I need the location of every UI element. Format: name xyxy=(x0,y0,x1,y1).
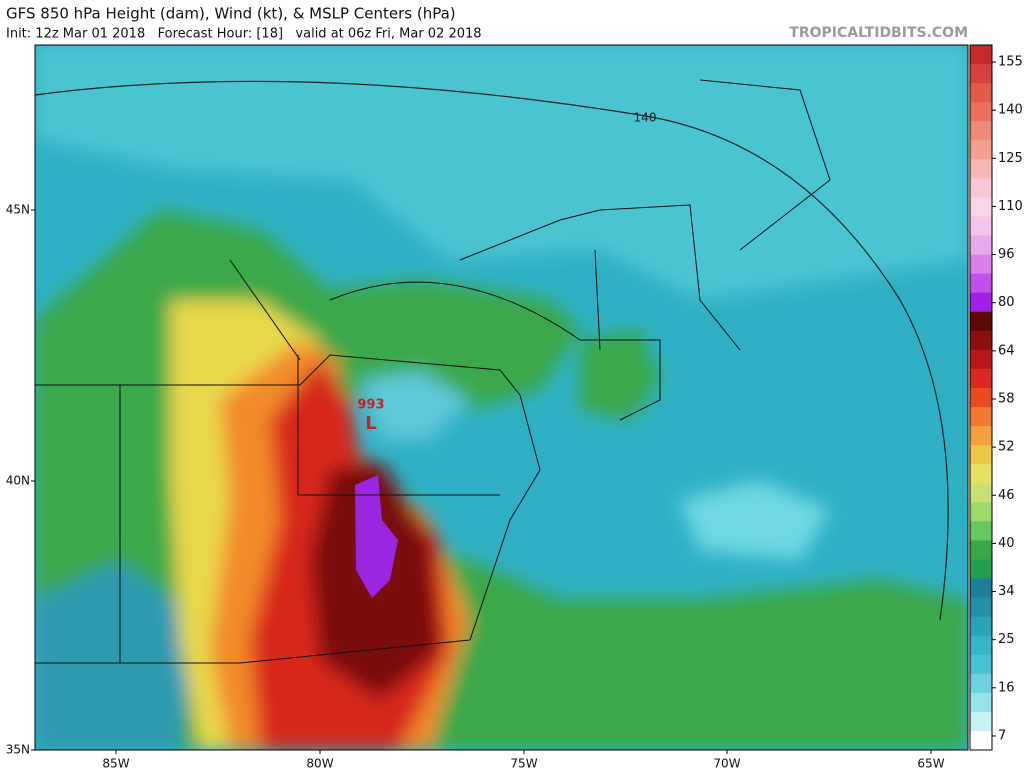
colorbar-band xyxy=(970,464,992,484)
colorbar-label: 64 xyxy=(998,343,1015,358)
colorbar-label: 40 xyxy=(998,536,1015,551)
colorbar-label: 34 xyxy=(998,584,1015,599)
lat-label: 40N xyxy=(6,474,30,488)
colorbar-band xyxy=(970,407,992,427)
colorbar-band xyxy=(970,445,992,465)
colorbar-band xyxy=(970,254,992,275)
colorbar-band xyxy=(970,292,992,313)
colorbar-label: 7 xyxy=(998,728,1006,743)
colorbar-label: 80 xyxy=(998,295,1015,310)
colorbar-band xyxy=(970,692,992,713)
colorbar-label: 110 xyxy=(998,199,1023,214)
colorbar-label: 52 xyxy=(998,440,1015,455)
colorbar-band xyxy=(970,273,992,294)
colorbar-band xyxy=(970,197,992,217)
colorbar: 155 140 125 110 96 80 64 58 52 46 40 34 25 16 7 xyxy=(969,44,1023,751)
lon-label: 75W xyxy=(510,757,537,771)
lat-label: 45N xyxy=(6,203,30,217)
watermark: TROPICALTIDBITS.COM xyxy=(789,25,968,41)
colorbar-band xyxy=(970,387,992,408)
colorbar-band xyxy=(970,730,992,751)
colorbar-band xyxy=(970,521,992,541)
colorbar-label: 25 xyxy=(998,632,1015,647)
colorbar-band xyxy=(970,83,992,103)
colorbar-band xyxy=(970,711,992,732)
lon-label: 65W xyxy=(917,757,944,771)
colorbar-band xyxy=(970,140,992,160)
colorbar-frame xyxy=(969,44,993,751)
colorbar-label: 46 xyxy=(998,488,1015,503)
colorbar-band xyxy=(970,349,992,370)
low-value: 993 xyxy=(357,398,384,413)
colorbar-band xyxy=(970,311,992,332)
map: 140 993 L xyxy=(35,45,968,750)
colorbar-band xyxy=(970,330,992,351)
colorbar-band xyxy=(970,654,992,675)
colorbar-label: 96 xyxy=(998,247,1015,262)
title: GFS 850 hPa Height (dam), Wind (kt), & M… xyxy=(6,5,456,23)
lat-label: 35N xyxy=(6,743,30,757)
colorbar-band xyxy=(970,368,992,389)
colorbar-band xyxy=(970,597,992,618)
colorbar-band xyxy=(970,235,992,256)
colorbar-band xyxy=(970,178,992,198)
colorbar-band xyxy=(970,45,992,65)
colorbar-band xyxy=(970,426,992,446)
axes: 45N 40N 35N 85W 80W 75W 70W 65W xyxy=(6,203,945,771)
map-frame xyxy=(34,44,969,751)
colorbar-band xyxy=(970,216,992,237)
contour-label: 140 xyxy=(634,111,657,125)
low-symbol: L xyxy=(365,413,376,434)
colorbar-band xyxy=(970,635,992,656)
colorbar-band xyxy=(970,102,992,122)
colorbar-band xyxy=(970,673,992,694)
colorbar-band xyxy=(970,483,992,503)
colorbar-band xyxy=(970,64,992,84)
colorbar-band xyxy=(970,540,992,560)
colorbar-label: 155 xyxy=(998,55,1023,70)
colorbar-label: 16 xyxy=(998,680,1015,695)
colorbar-label: 125 xyxy=(998,151,1023,166)
colorbar-label: 140 xyxy=(998,103,1023,118)
colorbar-band xyxy=(970,559,992,580)
lon-label: 70W xyxy=(713,757,740,771)
colorbar-band xyxy=(970,121,992,141)
colorbar-label: 58 xyxy=(998,391,1015,406)
colorbar-band xyxy=(970,616,992,637)
colorbar-band xyxy=(970,578,992,599)
colorbar-band xyxy=(970,502,992,522)
lon-label: 80W xyxy=(306,757,333,771)
lon-label: 85W xyxy=(102,757,129,771)
colorbar-band xyxy=(970,159,992,179)
subtitle: Init: 12z Mar 01 2018 Forecast Hour: [18… xyxy=(6,27,482,42)
